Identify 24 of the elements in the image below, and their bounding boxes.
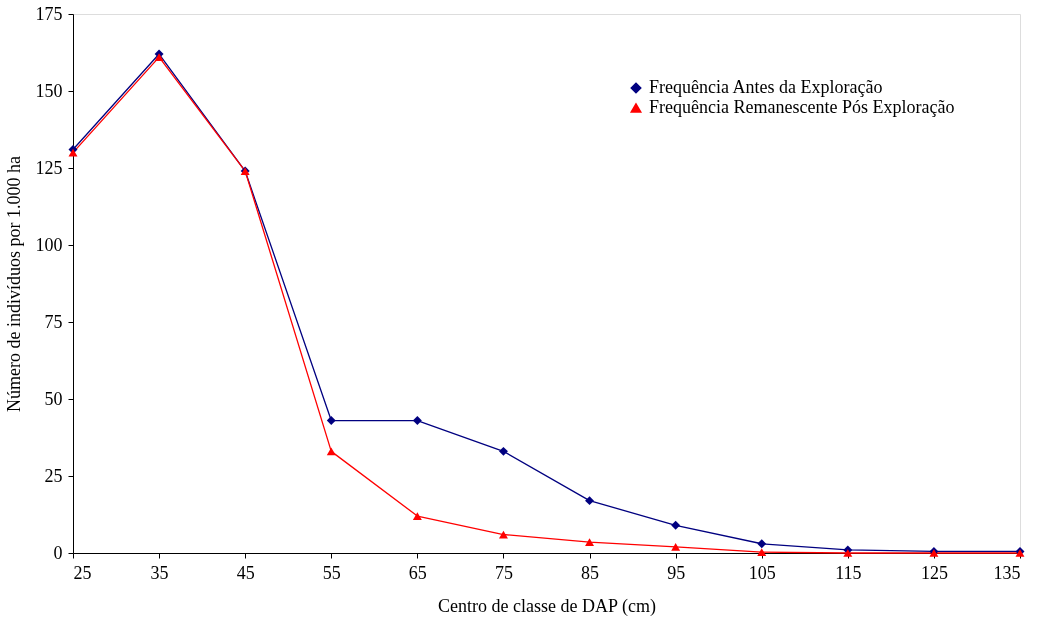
x-tick-label: 95 [667,562,686,583]
y-tick-label: 125 [35,157,63,178]
x-tick-label: 105 [748,562,776,583]
x-tick-label: 135 [993,562,1021,583]
x-tick-label: 55 [322,562,341,583]
y-axis-title: Número de indivíduos por 1.000 ha [3,156,24,412]
y-tick-label: 0 [53,542,63,563]
x-axis-title: Centro de classe de DAP (cm) [438,595,656,617]
x-tick-label: 75 [494,562,513,583]
x-tick-label: 85 [581,562,600,583]
x-tick-label: 35 [150,562,169,583]
x-tick-label: 45 [236,562,255,583]
y-tick-label: 75 [44,311,63,332]
y-tick-label: 150 [35,80,63,101]
x-tick-label: 125 [920,562,948,583]
legend-label: Frequência Remanescente Pós Exploração [649,97,955,117]
x-tick-label: 25 [73,562,92,583]
y-tick-label: 25 [44,465,63,486]
y-tick-label: 50 [44,388,63,409]
legend-label: Frequência Antes da Exploração [649,77,883,97]
x-tick-label: 115 [835,562,862,583]
y-tick-label: 175 [35,3,63,24]
y-tick-label: 100 [35,234,63,255]
x-tick-label: 65 [408,562,427,583]
